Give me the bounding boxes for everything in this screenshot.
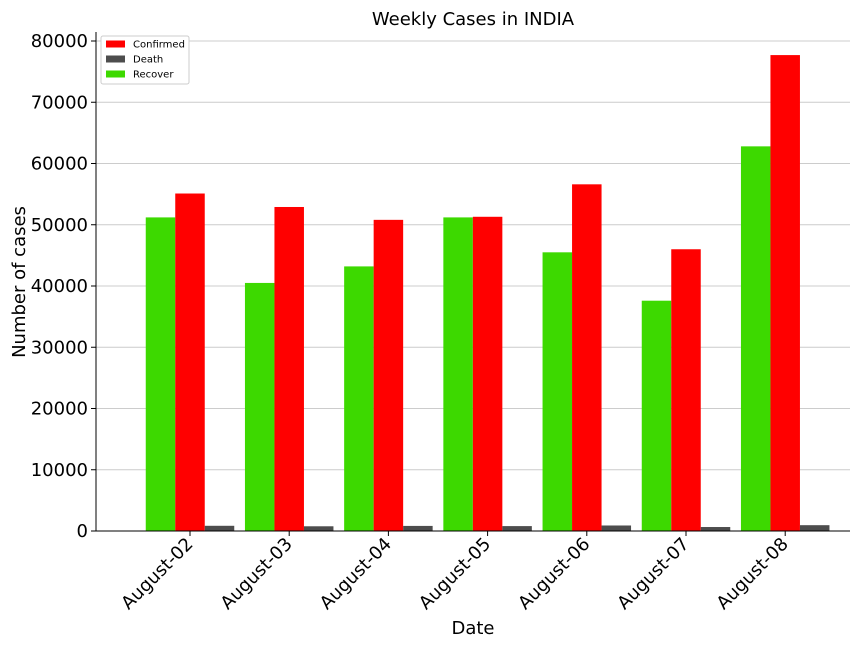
y-tick-label: 80000 <box>31 31 88 52</box>
bar-death <box>403 525 433 531</box>
x-tick-label: August-06 <box>514 534 594 614</box>
x-tick-label: August-08 <box>713 534 793 614</box>
x-ticks: August-02 August-03 August-04 August-05 Augu… <box>117 531 793 614</box>
bar-death <box>799 525 830 531</box>
bar-death <box>303 526 334 531</box>
legend-label: Recover <box>133 70 174 81</box>
bar-confirmed <box>274 206 304 532</box>
bar-confirmed <box>671 249 701 531</box>
chart-title: Weekly Cases in INDIA <box>372 9 575 30</box>
legend-label: Confirmed <box>133 40 185 51</box>
x-tick-label: August-04 <box>316 534 396 614</box>
y-tick-label: 50000 <box>31 215 88 236</box>
x-tick-label: August-07 <box>613 534 693 614</box>
bar-recover <box>740 146 771 531</box>
legend: Confirmed Death Recover <box>100 35 190 85</box>
bar-recover <box>344 266 374 531</box>
y-tick-label: 30000 <box>31 337 88 358</box>
legend-swatch <box>106 70 125 78</box>
x-tick-label: August-02 <box>117 534 197 614</box>
y-tick-label: 60000 <box>31 154 88 175</box>
bar-recover <box>542 252 573 531</box>
legend-swatch <box>106 40 125 48</box>
y-tick-label: 40000 <box>31 276 88 297</box>
bars <box>145 55 830 532</box>
bar-confirmed <box>472 216 503 531</box>
bar-confirmed <box>572 184 602 531</box>
bar-death <box>502 526 532 531</box>
bar-recover <box>443 217 473 531</box>
bar-recover <box>145 217 176 531</box>
y-tick-label: 10000 <box>31 460 88 481</box>
bar-death <box>204 525 235 531</box>
bar-confirmed <box>373 219 404 531</box>
y-tick-label: 20000 <box>31 399 88 420</box>
bar-confirmed <box>770 55 800 532</box>
bar-recover <box>244 282 275 531</box>
y-ticks: 0 10000 20000 30000 40000 50000 60000 70000 8000… <box>31 31 96 542</box>
legend-label: Death <box>133 55 163 66</box>
legend-swatch <box>106 55 125 63</box>
y-axis-title: Number of cases <box>9 206 30 358</box>
x-tick-label: August-03 <box>217 534 297 614</box>
axes <box>95 32 850 532</box>
bar-death <box>601 525 632 531</box>
x-tick-label: August-05 <box>415 534 495 614</box>
y-tick-label: 70000 <box>31 92 88 113</box>
bar-confirmed <box>175 193 205 531</box>
x-axis-title: Date <box>451 618 494 639</box>
y-tick-label: 0 <box>77 521 88 542</box>
bar-death <box>700 527 731 531</box>
bar-recover <box>641 300 672 531</box>
